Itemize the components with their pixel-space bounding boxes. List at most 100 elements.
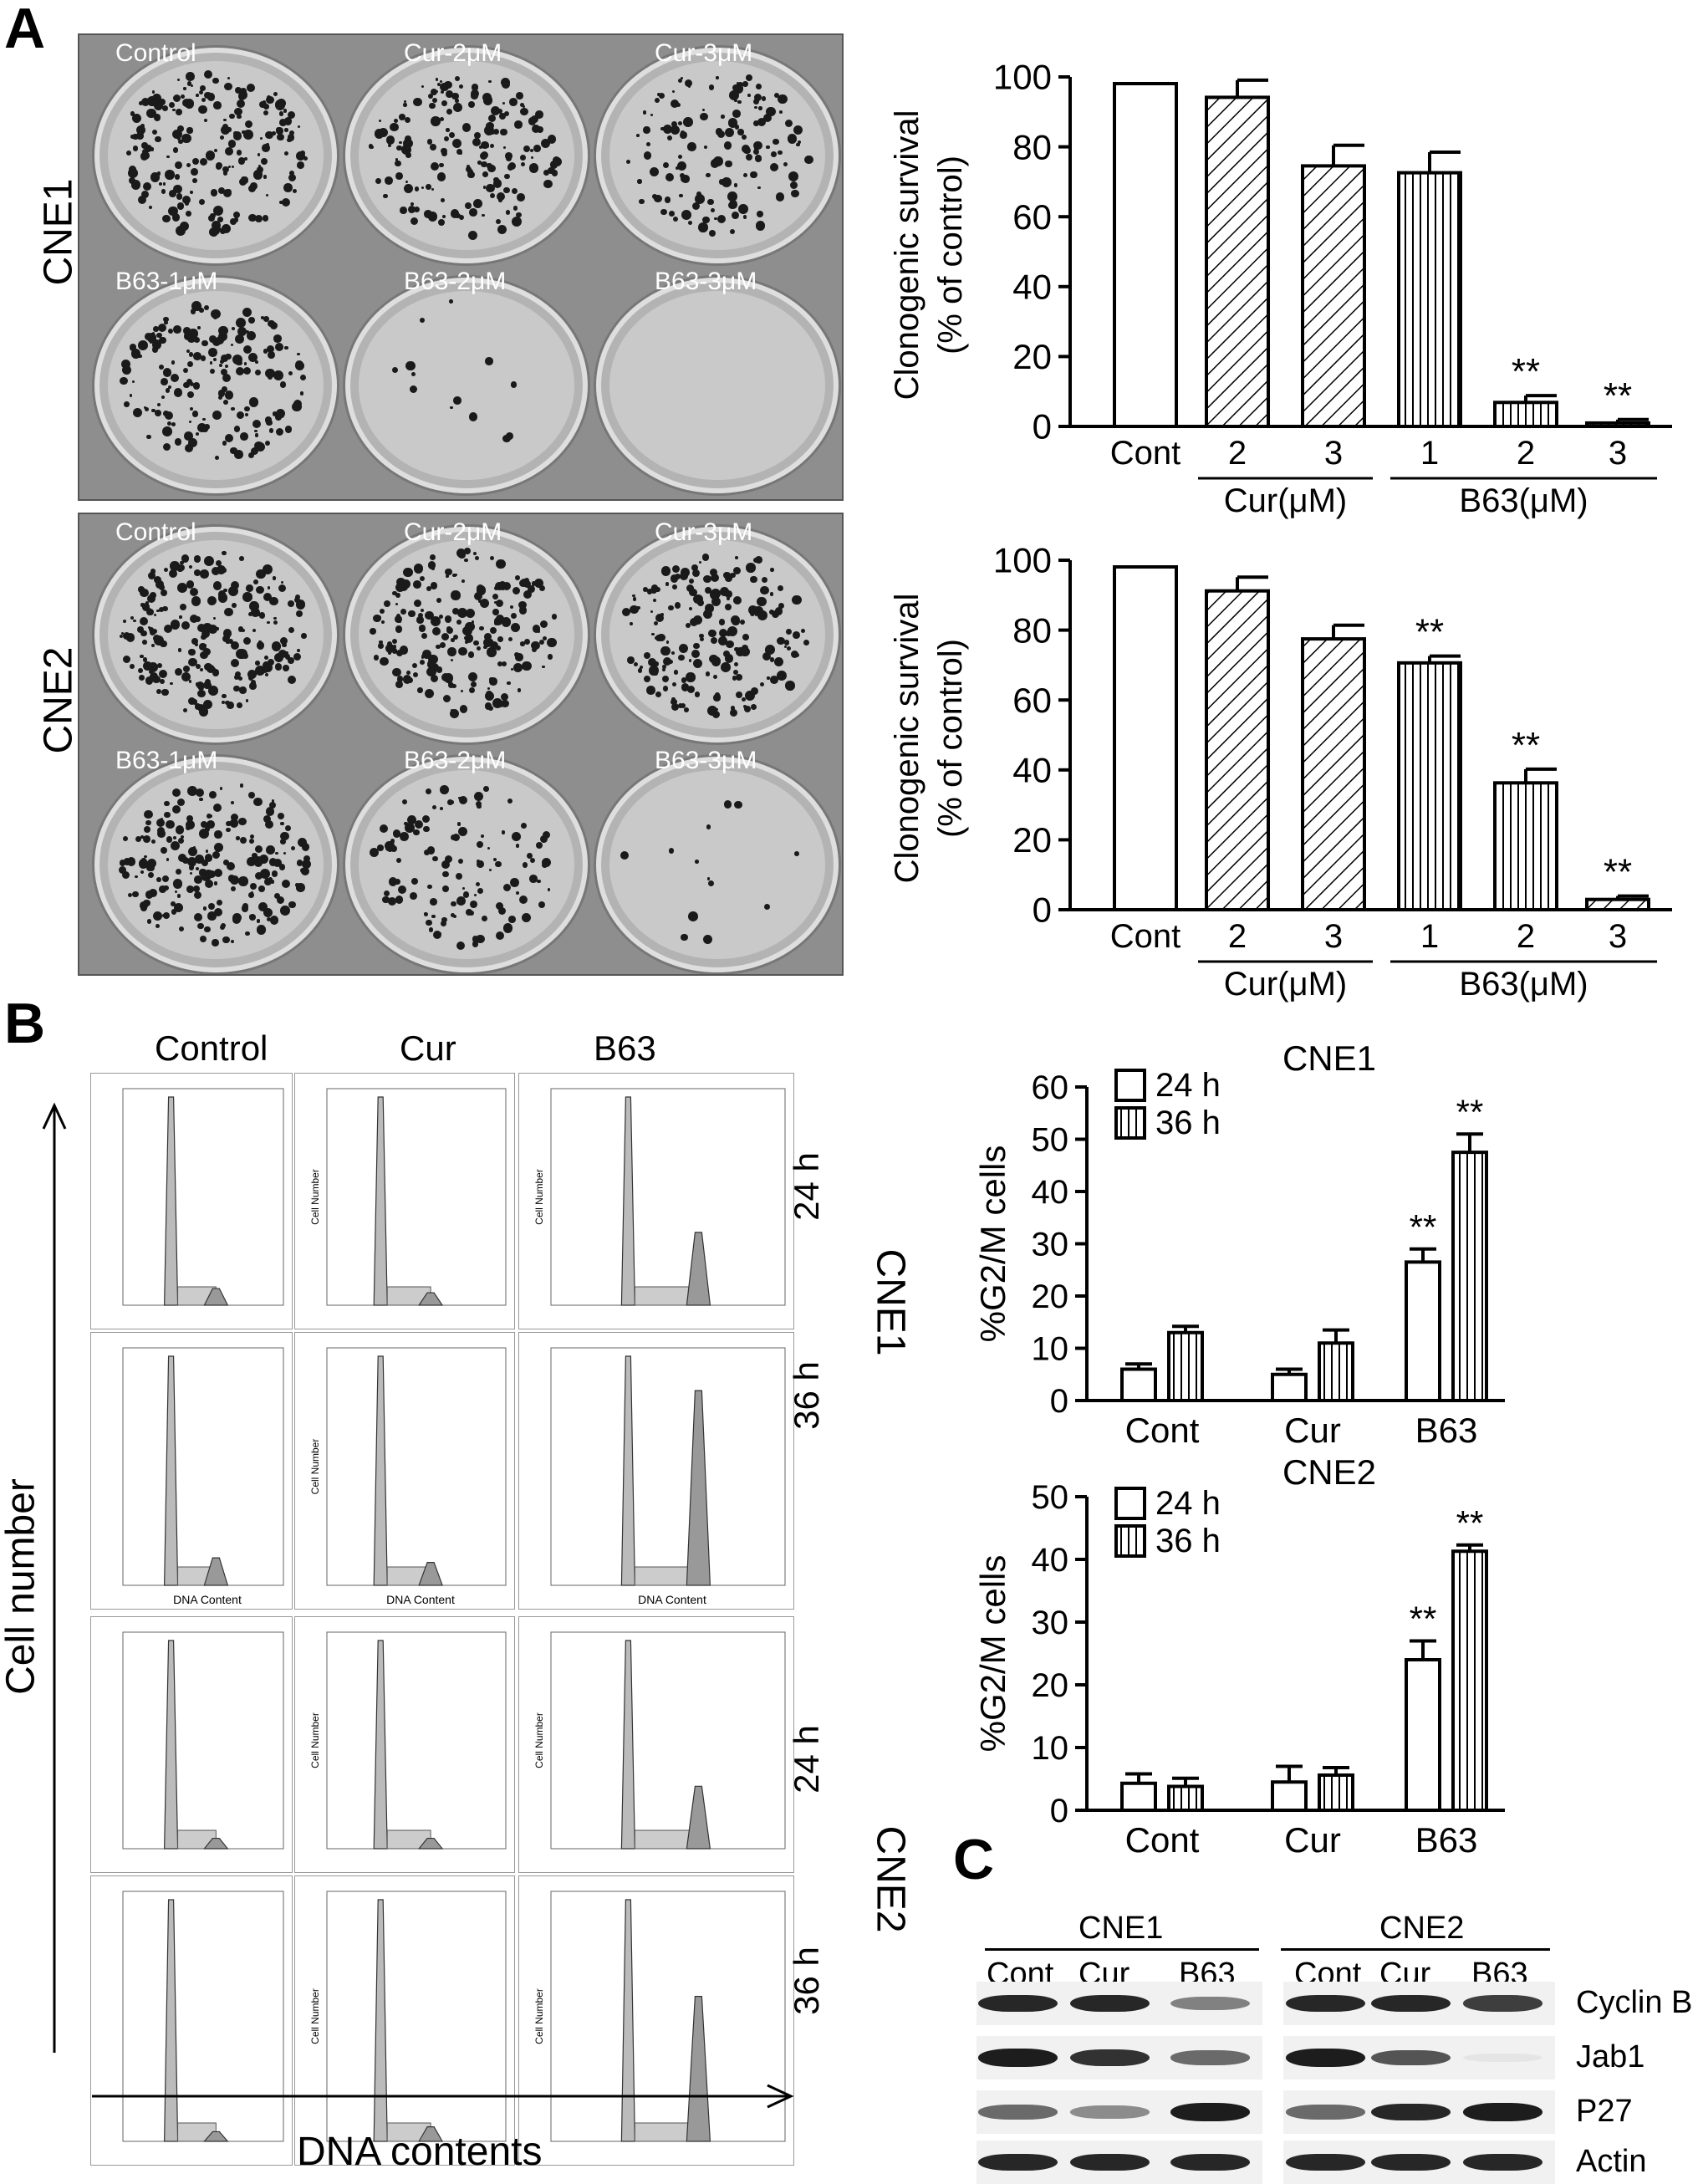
colony-dot — [207, 595, 217, 606]
colony-dot — [186, 885, 194, 893]
colony-dot — [449, 299, 453, 304]
significance-mark: ** — [1512, 351, 1540, 392]
blot-band — [978, 2105, 1058, 2120]
colony-dot — [137, 340, 148, 350]
histogram-y-label: Cell Number — [533, 1712, 545, 1768]
colony-dot — [762, 113, 772, 122]
colony-dot — [156, 332, 162, 339]
colony-dot — [404, 100, 407, 103]
colony-dot — [146, 608, 151, 612]
colony-dot — [441, 633, 450, 641]
colony-dot — [665, 581, 670, 586]
well-label: Cur-3μM — [655, 39, 753, 67]
colony-dot — [183, 381, 190, 388]
colony-dot — [212, 313, 217, 318]
colony-dot — [273, 91, 278, 97]
colony-dot — [158, 669, 167, 678]
colony-dot — [680, 76, 684, 79]
colony-dot — [410, 217, 419, 226]
colony-dot — [396, 592, 400, 596]
colony-dot — [467, 171, 475, 179]
y-tick-label: 100 — [993, 58, 1052, 97]
y-tick-label: 30 — [1032, 1605, 1069, 1641]
colony-dot — [531, 156, 534, 159]
colony-dot — [492, 593, 498, 600]
colony-dot — [181, 554, 190, 564]
colony-dot — [247, 669, 258, 679]
bar — [1585, 421, 1650, 428]
colony-dot — [723, 650, 731, 657]
colony-dot — [141, 191, 150, 199]
colony-dot — [219, 925, 226, 931]
colony-dot — [147, 594, 156, 603]
culture-well — [94, 527, 337, 742]
colony-dot — [186, 814, 193, 823]
colony-dot — [476, 934, 486, 944]
colony-dot — [283, 183, 293, 192]
colony-dot — [522, 862, 528, 868]
colony-dot — [431, 675, 439, 683]
colony-dot — [645, 141, 651, 147]
colony-dot — [190, 848, 196, 854]
colony-dot — [155, 923, 160, 928]
colony-dot — [674, 602, 681, 609]
colony-dot — [470, 681, 477, 688]
culture-well — [94, 757, 337, 972]
colony-dot — [432, 930, 441, 940]
colony-dot — [239, 783, 244, 788]
blot-band — [1070, 2049, 1150, 2067]
colony-dot — [279, 381, 286, 388]
colony-dot — [213, 616, 217, 620]
colony-dot — [239, 87, 247, 95]
colony-dot — [142, 657, 147, 662]
colony-dot — [254, 360, 258, 364]
colony-dot — [300, 866, 309, 875]
colony-dot — [257, 153, 261, 156]
colony-dot — [162, 215, 171, 223]
colony-dot — [441, 673, 451, 682]
colony-dot — [379, 119, 382, 123]
colony-dot — [680, 130, 686, 135]
colony-dot — [436, 666, 443, 673]
colony-dot — [510, 622, 520, 632]
colony-dot — [523, 145, 531, 152]
colony-dot — [232, 354, 242, 365]
bar — [1120, 1367, 1157, 1402]
colony-dot — [262, 564, 273, 575]
colony-dot — [202, 417, 206, 421]
colony-dot — [268, 586, 271, 589]
y-tick-label: 50 — [1032, 1479, 1069, 1516]
colony-dot — [215, 162, 222, 170]
colony-dot — [283, 851, 286, 855]
colony-dot — [487, 114, 496, 122]
colony-dot — [275, 851, 278, 855]
legend-swatch — [1114, 1524, 1146, 1558]
colony-dot — [175, 161, 182, 170]
colony-dot — [191, 157, 199, 165]
colony-dot — [701, 554, 709, 561]
colony-dot — [777, 671, 788, 681]
colony-dot — [441, 860, 450, 869]
colony-dot — [244, 157, 247, 161]
colony-dot — [450, 912, 455, 917]
colony-dot — [171, 360, 175, 365]
colony-dot — [468, 686, 476, 694]
colony-dot — [758, 106, 762, 110]
colony-dot — [395, 879, 401, 885]
colony-dot — [237, 360, 243, 366]
colony-dot — [498, 198, 502, 203]
colony-dot — [190, 167, 198, 176]
colony-dot — [754, 93, 762, 101]
colony-dot — [197, 684, 205, 691]
colony-dot — [233, 426, 241, 432]
colony-dot — [681, 683, 690, 691]
colony-dot — [734, 100, 737, 103]
colony-dot — [548, 135, 557, 144]
colony-dot — [655, 613, 665, 622]
colony-dot — [288, 371, 293, 376]
colony-dot — [282, 643, 287, 648]
colony-dot — [493, 620, 499, 625]
colony-dot — [203, 119, 207, 123]
colony-dot — [458, 84, 464, 89]
colony-dot — [273, 620, 278, 625]
